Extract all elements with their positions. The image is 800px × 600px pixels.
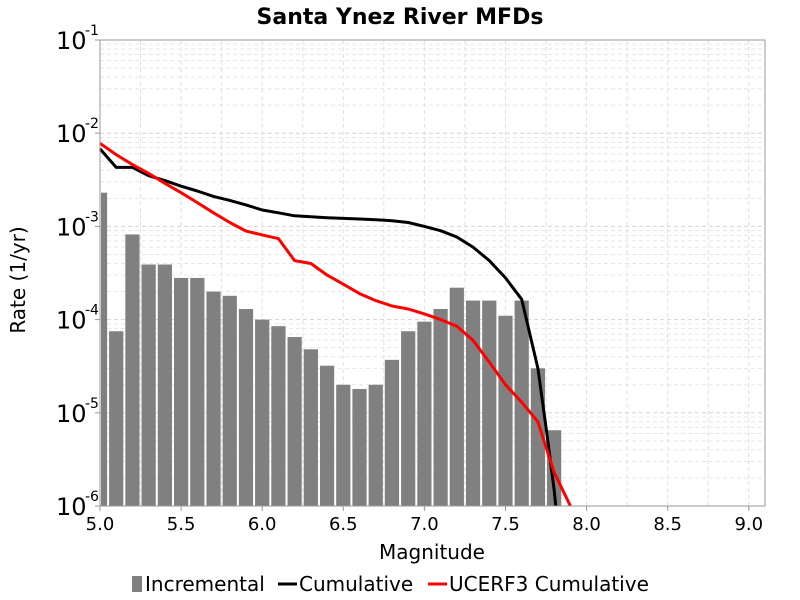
cumulative-line [98, 147, 558, 507]
cumulative-lines [98, 142, 572, 507]
incremental-bar [384, 359, 400, 506]
plot-area [98, 39, 766, 507]
y-tick-label: 10 [56, 120, 87, 148]
incremental-bar [271, 326, 286, 506]
y-tick-exponent: -3 [85, 209, 99, 225]
incremental-bar [222, 295, 237, 506]
incremental-bar [352, 389, 367, 506]
incremental-bar [125, 234, 140, 506]
y-tick-label: 10 [56, 493, 87, 521]
incremental-bar [173, 277, 189, 506]
legend: Incremental Cumulative UCERF3 Cumulative [132, 572, 649, 596]
x-tick-label: 6.5 [329, 514, 358, 535]
incremental-bar [287, 337, 302, 506]
x-tick-label: 6.0 [248, 514, 277, 535]
legend-label-ucerf3-cumulative: UCERF3 Cumulative [449, 572, 649, 596]
ucerf3-cumulative-line [99, 142, 572, 507]
incremental-bar [141, 264, 156, 506]
y-tick-exponent: -2 [85, 116, 99, 132]
y-tick-exponent: -4 [85, 303, 99, 319]
y-axis-ticks: 10-110-210-310-410-510-6 [56, 23, 100, 521]
incremental-bar [498, 315, 513, 506]
x-tick-label: 9.0 [734, 514, 763, 535]
incremental-bar [433, 308, 448, 506]
y-axis-label: Rate (1/yr) [6, 226, 30, 333]
x-tick-label: 7.5 [491, 514, 520, 535]
y-tick-label: 10 [56, 213, 87, 241]
incremental-bar [206, 291, 221, 506]
incremental-bar [190, 277, 205, 506]
incremental-bar [255, 319, 270, 506]
incremental-bar [101, 192, 108, 507]
legend-swatch-incremental [132, 576, 142, 592]
plot-border [99, 39, 766, 507]
x-tick-label: 7.0 [410, 514, 439, 535]
incremental-bar [449, 287, 464, 506]
incremental-bar [319, 365, 335, 506]
incremental-bar [238, 308, 254, 506]
incremental-bar [465, 300, 481, 506]
incremental-bar [417, 321, 432, 506]
legend-label-incremental: Incremental [145, 572, 265, 596]
incremental-bar [109, 331, 124, 506]
y-tick-label: 10 [56, 27, 87, 55]
y-tick-exponent: -6 [85, 489, 99, 505]
y-tick-label: 10 [56, 307, 87, 335]
y-tick-label: 10 [56, 400, 87, 428]
incremental-bar [303, 349, 318, 506]
x-axis-ticks: 5.0 5.5 6.0 6.5 7.0 7.5 8.0 8.5 9.0 [86, 506, 763, 535]
legend-label-cumulative: Cumulative [299, 572, 413, 596]
incremental-bars [101, 192, 562, 507]
x-tick-label: 5.0 [86, 514, 115, 535]
chart-title: Santa Ynez River MFDs [257, 5, 544, 30]
x-tick-label: 8.5 [653, 514, 682, 535]
incremental-bar [157, 264, 172, 506]
x-tick-label: 8.0 [572, 514, 601, 535]
x-axis-label: Magnitude [379, 540, 485, 564]
y-tick-exponent: -1 [85, 23, 99, 39]
incremental-bar [336, 384, 351, 506]
x-tick-label: 5.5 [167, 514, 196, 535]
incremental-bar [482, 300, 497, 506]
incremental-bar [368, 384, 383, 506]
y-tick-exponent: -5 [85, 396, 99, 412]
incremental-bar [401, 331, 416, 506]
